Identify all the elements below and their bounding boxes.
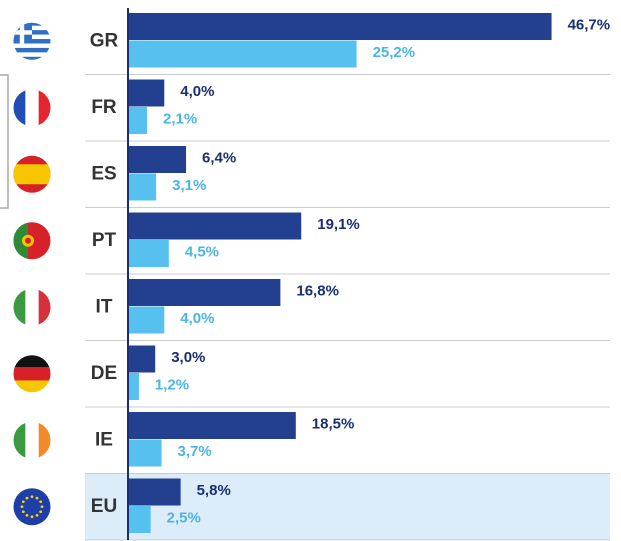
bar [128,439,162,467]
category-label: EU [91,496,117,517]
flag-star [25,514,29,517]
flag-stripe [13,421,26,459]
value-label: 3,0% [171,349,205,366]
flag [13,421,51,459]
value-label: 3,1% [172,177,206,194]
flag [13,288,51,326]
flag-stripe [13,164,51,185]
value-label: 18,5% [312,415,355,432]
flag-stripe [38,288,51,326]
flag-star [35,514,39,517]
bar [128,40,357,68]
flag [13,222,51,260]
flag-stripe [38,421,51,459]
value-label: 4,5% [185,243,219,260]
flag [13,22,51,60]
flag-stripe [38,89,51,127]
flag-stripe [13,47,51,53]
category-label: FR [91,97,117,118]
value-label: 1,2% [155,376,189,393]
flag-stripe [25,421,39,459]
category-label: ES [91,163,116,184]
value-label: 25,2% [373,44,416,61]
flag-star [35,496,39,500]
bar [128,173,157,201]
flag-emblem [25,237,31,244]
flag-star [21,510,25,514]
flag [13,355,51,393]
bar [128,306,165,334]
bar [128,79,165,107]
value-label: 2,5% [167,509,201,526]
value-label: 2,1% [163,110,197,127]
flag-stripe [13,355,51,368]
value-label: 4,0% [180,310,214,327]
flag-star [21,500,25,504]
flag-stripe [13,56,51,60]
flag-stripe [13,222,28,260]
category-label: DE [91,363,117,384]
flag-star [39,510,43,514]
flag [13,89,51,127]
bar [128,13,552,40]
flag-star [40,505,44,509]
value-label: 46,7% [568,16,611,33]
bracket [0,74,9,209]
value-label: 3,7% [178,443,212,460]
bar [128,412,296,439]
value-label: 5,8% [197,482,231,499]
flag-stripe [13,288,26,326]
flag-stripe [13,89,26,127]
bar [128,506,151,533]
flag-star [30,495,34,499]
flag-cross [19,22,25,44]
flag-stripe [13,380,51,393]
flag-stripe [13,367,51,381]
flag-star [25,496,29,500]
bar [128,478,181,506]
value-label: 19,1% [317,216,360,233]
flag-star [30,515,34,519]
value-label: 4,0% [180,83,214,100]
bar [128,345,156,373]
flag [13,488,51,526]
bar [128,146,187,173]
flag [13,155,51,193]
bar [128,240,169,267]
category-label: GR [90,30,119,51]
flag-stripe [25,288,39,326]
value-label: 6,4% [202,149,236,166]
bar [128,212,302,240]
value-label: 16,8% [296,282,339,299]
flag-stripe [25,89,39,127]
flag-star [39,500,43,504]
bar [128,373,139,400]
flag-star [20,505,24,509]
category-label: IT [96,296,113,317]
bar [128,107,148,134]
flag-stripe [13,52,51,58]
category-label: PT [92,230,117,251]
category-label: IE [95,429,113,450]
bar [128,279,281,306]
flag-field [13,488,51,526]
flag-stripe [13,43,51,49]
